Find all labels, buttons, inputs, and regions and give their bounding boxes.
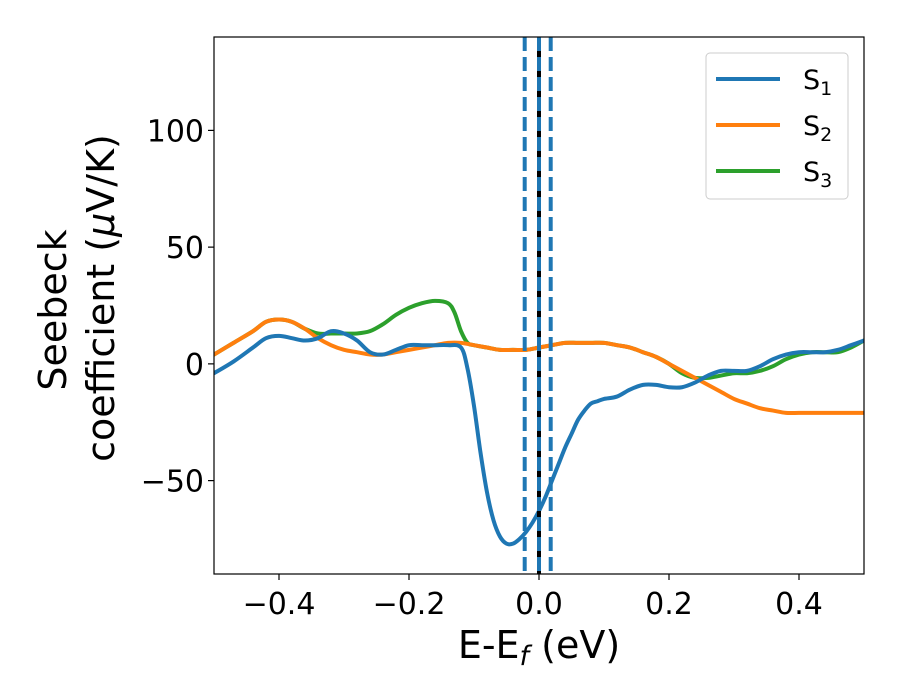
- y-tick-label: 100: [147, 114, 204, 149]
- x-tick-label: −0.4: [243, 587, 316, 622]
- x-tick-label: −0.2: [373, 587, 446, 622]
- y-tick-label: 50: [166, 231, 204, 266]
- y-axis-title-line1: Seebeck: [31, 229, 75, 390]
- y-axis-ticks: −50 0 50 100: [141, 114, 214, 500]
- x-tick-label: 0.2: [645, 587, 693, 622]
- y-tick-label: −50: [141, 465, 204, 500]
- y-tick-label: 0: [185, 348, 204, 383]
- legend: S1 S2 S3: [705, 52, 849, 200]
- x-axis-title: E-Ef (eV): [458, 623, 620, 672]
- x-tick-label: 0.4: [775, 587, 823, 622]
- x-axis-ticks: −0.4 −0.2 0.0 0.2 0.4: [243, 574, 823, 622]
- y-axis-title: Seebeck coefficient (μV/K): [31, 134, 123, 462]
- legend-label-s1: S1: [803, 65, 832, 100]
- series-line-s2: [214, 317, 864, 416]
- vline-layer: [522, 37, 553, 574]
- legend-label-s2: S2: [803, 111, 832, 146]
- y-axis-title-line2: coefficient (μV/K): [79, 134, 123, 462]
- x-tick-label: 0.0: [515, 587, 563, 622]
- legend-label-s3: S3: [803, 157, 832, 192]
